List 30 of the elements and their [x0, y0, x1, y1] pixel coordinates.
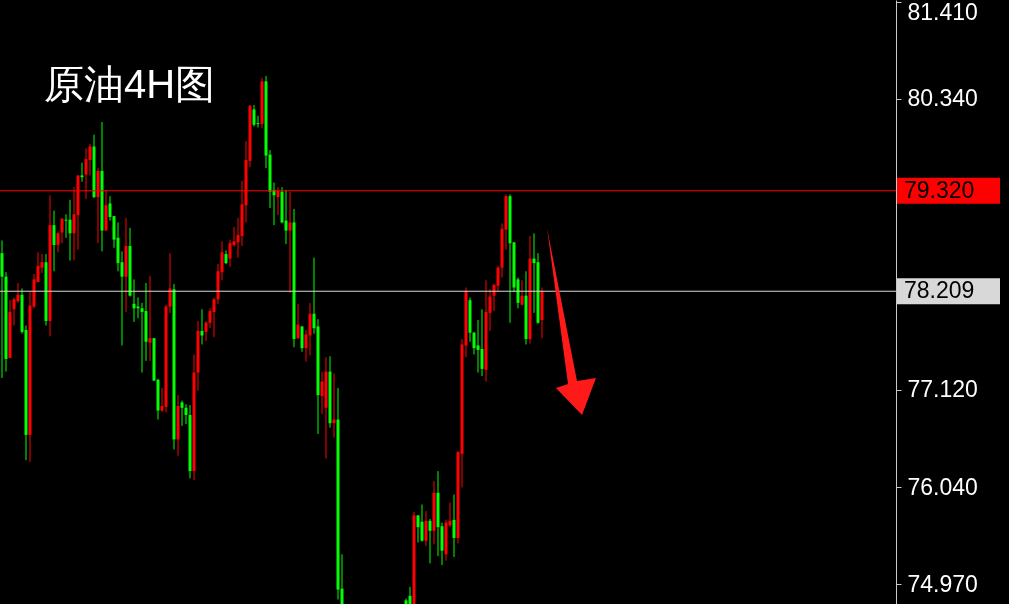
- y-tick-label: 80.340: [907, 85, 978, 112]
- candlestick: [520, 279, 524, 307]
- candlestick: [0, 240, 4, 379]
- y-tick-label: 76.040: [907, 473, 978, 500]
- candlestick: [148, 275, 152, 362]
- candlestick: [296, 303, 300, 340]
- candlestick: [180, 400, 184, 427]
- candlestick: [428, 518, 432, 564]
- candlestick: [420, 504, 424, 543]
- candlestick: [300, 325, 304, 353]
- candlestick: [52, 210, 56, 272]
- candlestick: [452, 494, 456, 558]
- candlestick: [60, 217, 64, 244]
- candlestick: [252, 104, 256, 128]
- candlestick: [480, 308, 484, 377]
- y-tick-label: 81.410: [907, 0, 978, 26]
- candlestick: [320, 371, 324, 415]
- candlestick: [408, 586, 412, 604]
- candlestick: [68, 199, 72, 261]
- ref-line-label: 78.209: [904, 277, 975, 304]
- candlestick: [80, 162, 84, 183]
- ref-line-label: 79.320: [904, 176, 975, 203]
- y-tick-label: 74.970: [907, 570, 978, 597]
- text: 原油4H图: [44, 62, 216, 106]
- candlestick: [308, 302, 312, 356]
- candlestick: [284, 189, 288, 245]
- candlestick: [88, 143, 92, 176]
- candlestick: [424, 510, 428, 547]
- candlestick: [64, 213, 68, 239]
- y-tick-label: 77.120: [907, 376, 978, 403]
